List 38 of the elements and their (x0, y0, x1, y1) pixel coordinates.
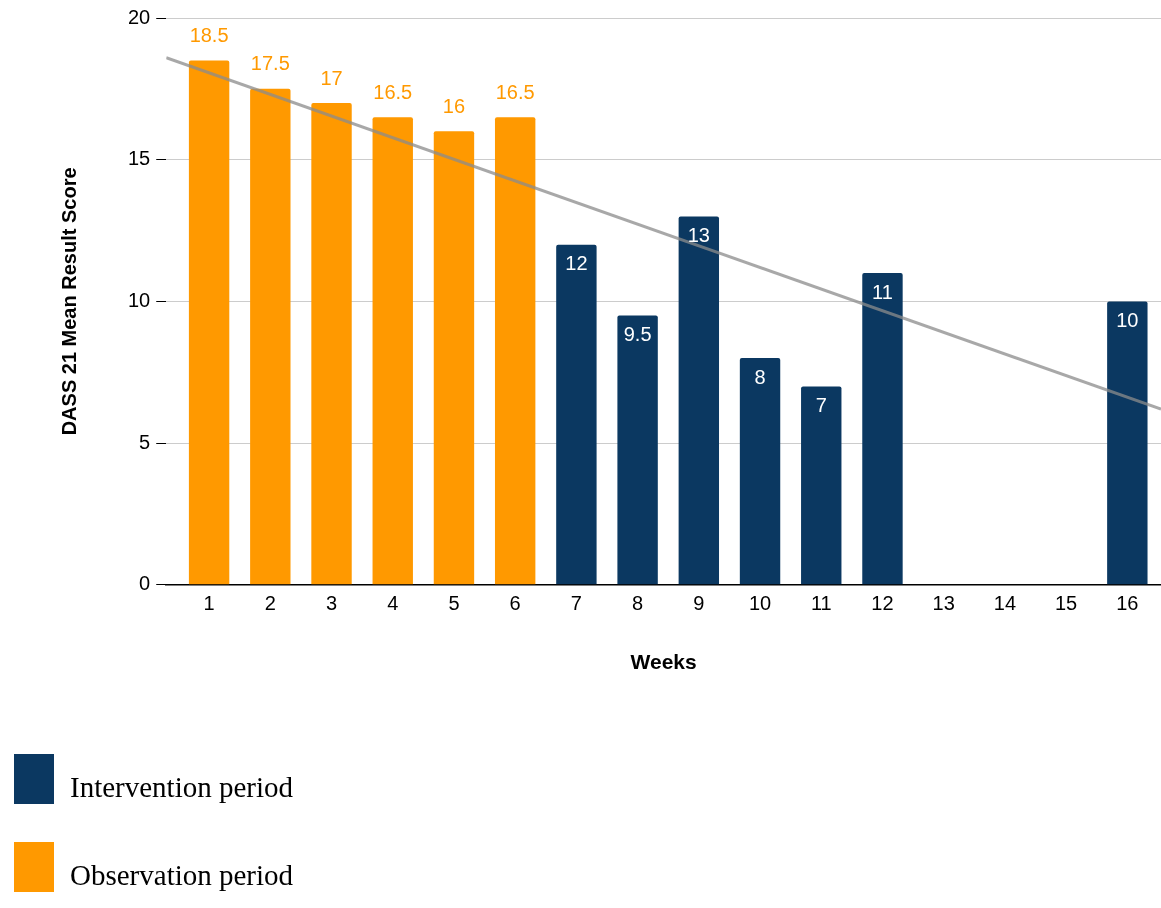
data-label: 10 (1116, 308, 1139, 331)
data-label: 7 (815, 393, 827, 416)
legend-label: Observation period (70, 859, 294, 892)
data-label: 18.5 (189, 24, 229, 47)
y-tick-label: 5 (139, 430, 151, 453)
x-tick-label: 11 (810, 592, 832, 615)
data-label: 13 (687, 223, 710, 246)
x-tick-label: 5 (448, 592, 460, 615)
y-tick-label: 0 (139, 572, 151, 595)
x-tick-label: 8 (632, 592, 644, 615)
y-tick-label: 15 (128, 147, 151, 170)
x-tick-label: 7 (570, 592, 582, 615)
data-label: 8 (754, 365, 766, 388)
legend-label: Intervention period (70, 771, 294, 804)
x-tick-label: 2 (264, 592, 276, 615)
data-label: 12 (565, 252, 588, 275)
data-label: 16.5 (373, 80, 413, 103)
x-axis-title: Weeks (630, 650, 697, 674)
x-tick-label: 15 (1054, 592, 1078, 615)
x-tick-label: 13 (932, 592, 955, 615)
x-tick-label: 14 (993, 592, 1017, 615)
x-tick-label: 1 (203, 592, 215, 615)
data-label: 9.5 (623, 323, 652, 346)
data-label: 16.5 (495, 80, 535, 103)
data-label: 16 (442, 94, 466, 117)
y-tick-label: 10 (128, 288, 151, 311)
y-tick-label: 20 (128, 5, 151, 28)
x-tick-label: 9 (693, 592, 705, 615)
x-tick-label: 4 (387, 592, 399, 615)
x-tick-label: 6 (509, 592, 521, 615)
data-label: 11 (872, 280, 893, 303)
data-label: 17 (320, 66, 343, 89)
x-tick-label: 10 (748, 592, 772, 615)
x-tick-label: 3 (325, 592, 338, 615)
x-tick-label: 16 (1116, 592, 1139, 615)
x-tick-label: 12 (871, 592, 894, 615)
y-axis-title: DASS 21 Mean Result Score (57, 167, 80, 436)
data-label: 17.5 (250, 52, 290, 75)
